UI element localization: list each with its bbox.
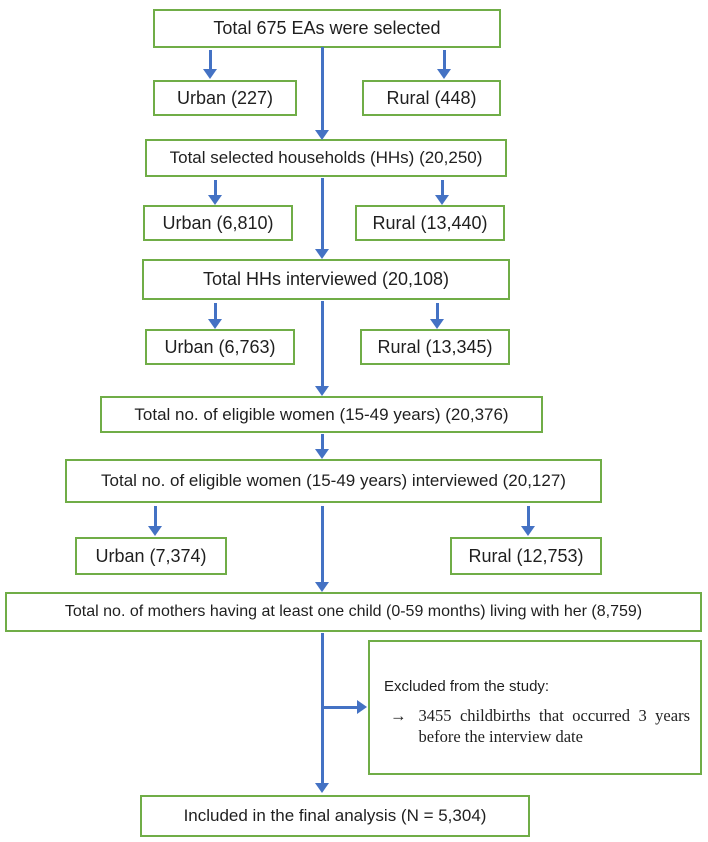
arrow-hh-to-rural — [435, 180, 449, 205]
excluded-bullet-item: → 3455 childbirths that occurred 3 years… — [384, 705, 690, 748]
box-mothers: Total no. of mothers having at least one… — [5, 592, 702, 632]
box-hh-urban: Urban (6,810) — [143, 205, 293, 241]
arrow-hh-to-interviewed — [315, 178, 329, 259]
box-ea-rural: Rural (448) — [362, 80, 501, 116]
box-final-analysis: Included in the final analysis (N = 5,30… — [140, 795, 530, 837]
box-hh-int-urban: Urban (6,763) — [145, 329, 295, 365]
arrow-hh-to-urban — [208, 180, 222, 205]
box-ea-total: Total 675 EAs were selected — [153, 9, 501, 48]
arrow-women-to-mothers — [315, 506, 329, 592]
box-excluded: Excluded from the study: → 3455 childbir… — [368, 640, 702, 775]
arrow-eligible-to-interviewed — [315, 434, 329, 459]
arrow-mothers-to-final — [315, 633, 329, 793]
arrow-ea-to-urban — [203, 50, 217, 79]
arrow-ea-to-rural — [437, 50, 451, 79]
box-women-urban: Urban (7,374) — [75, 537, 227, 575]
box-hh-rural: Rural (13,440) — [355, 205, 505, 241]
box-ea-urban: Urban (227) — [153, 80, 297, 116]
excluded-title: Excluded from the study: — [384, 678, 550, 695]
box-women-interviewed: Total no. of eligible women (15-49 years… — [65, 459, 602, 503]
box-women-eligible: Total no. of eligible women (15-49 years… — [100, 396, 543, 433]
arrow-hhint-to-urban — [208, 303, 222, 329]
box-hh-selected: Total selected households (HHs) (20,250) — [145, 139, 507, 177]
arrow-hhint-to-eligible — [315, 301, 329, 396]
arrow-women-to-rural — [521, 506, 535, 536]
box-hh-int-rural: Rural (13,345) — [360, 329, 510, 365]
arrow-branch-to-excluded — [322, 700, 367, 714]
right-arrow-bullet-icon: → — [390, 706, 407, 725]
arrow-hhint-to-rural — [430, 303, 444, 329]
box-women-rural: Rural (12,753) — [450, 537, 602, 575]
arrow-ea-to-hh-selected — [315, 47, 329, 140]
arrow-women-to-urban — [148, 506, 162, 536]
excluded-bullet-text: 3455 childbirths that occurred 3 years b… — [418, 706, 691, 747]
box-hh-interviewed: Total HHs interviewed (20,108) — [142, 259, 510, 300]
